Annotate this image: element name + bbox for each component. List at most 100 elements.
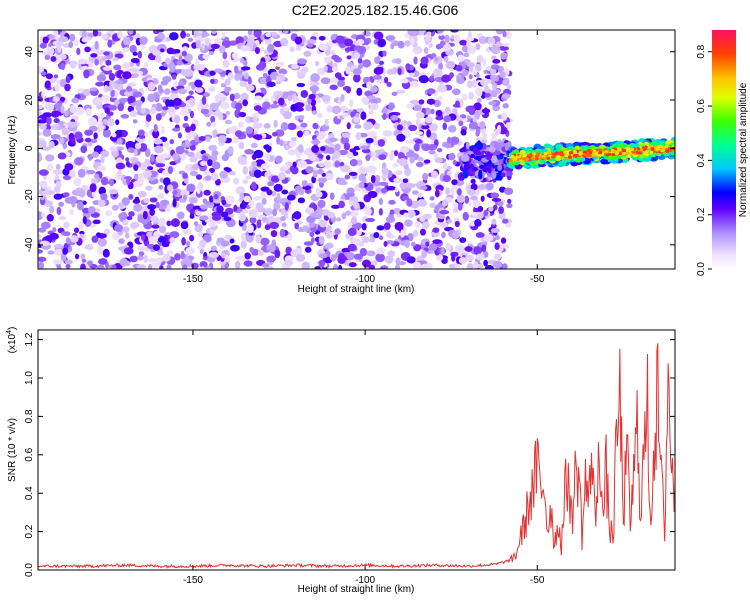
spectrogram-cell [497,159,504,165]
spectrogram-cell [129,44,137,54]
spectrogram-cell [103,51,110,56]
spectrogram-cell [294,222,299,230]
spectrogram-cell [301,261,310,269]
spectrogram-cell [310,212,320,218]
spectrogram-cell [134,173,140,181]
spectrogram-cell [254,95,263,101]
spectrogram-cell [82,88,91,96]
spectrogram-cell [119,97,129,103]
spectrogram-cell [501,93,511,100]
spectrogram-cell [88,153,93,161]
spectrogram-cell [542,156,547,160]
spectrogram-cell [464,195,470,204]
spectrogram-cell [290,63,300,69]
spectrogram-cell [369,102,379,111]
spectrogram-cell [301,180,308,187]
spectrogram-cell [222,51,228,60]
spectrogram-cell [573,153,578,158]
spectrogram-cell [406,182,416,189]
spectrogram-cell [458,257,467,265]
spectrogram-cell [454,100,460,108]
spectrogram-cell [251,160,257,168]
spectrogram-cell [448,125,457,133]
spectrogram-cell [294,185,303,192]
spectrogram-cell [484,85,490,93]
spectrogram-cell [495,234,500,241]
spectrogram-cell [122,62,131,70]
spectrogram-cell [225,195,235,205]
spectrogram-cell [195,210,202,216]
spectrogram-cell [169,231,180,239]
spectrogram-cell [267,43,275,53]
spectrogram-cell [223,216,232,221]
spectrogram-cell [359,247,368,257]
spectrogram-cell [376,225,385,231]
spectrogram-cell [500,52,508,60]
spectrogram-cell [324,118,329,127]
spectrogram-cell [174,114,181,124]
spectrogram-cell [414,131,424,136]
spectrogram-cell [273,201,281,211]
spectrogram-cell [413,56,418,65]
spectrogram-cell [378,154,387,161]
spectrogram-cell [366,81,373,89]
spectrogram-cell [404,219,413,227]
spectrogram-cell [414,139,423,144]
spectrogram-cell [331,105,342,115]
spectrogram-cell [38,256,47,262]
spectrogram-cell [429,75,435,82]
spectrogram-cell [312,122,318,130]
spectrogram-cell [184,68,194,78]
spectrogram-cell [346,122,351,130]
spectrogram-cell [644,150,649,154]
spectrogram-cell [436,147,443,153]
spectrogram-cell [323,160,332,169]
spectrogram-cell [488,101,497,106]
spectrogram-cell [55,180,62,189]
spectrogram-cell [199,204,209,210]
spectrogram-cell [202,53,210,59]
spectrogram-cell [340,136,350,145]
spectrogram-cell [439,221,449,229]
spectrogram-cell [171,218,180,228]
spectrogram-cell [472,200,481,209]
spectrogram-cell [174,253,181,261]
spectrogram-cell [244,252,251,260]
spectrogram-cell [396,133,406,142]
spectrogram-cell [297,197,306,204]
spectrogram-cell [378,208,383,216]
spectrogram-cell [298,115,305,121]
spectrogram-cell [275,61,285,68]
spectrogram-cell [297,159,307,168]
spectrogram-cell [410,241,416,247]
spectrogram-cell [435,109,443,117]
spectrogram-cell [102,118,108,125]
spectrogram-cell [491,218,497,225]
spectrogram-cell [253,105,262,112]
spectrogram-cell [277,97,285,106]
spectrogram-cell [440,246,445,256]
spectrogram-cell [501,112,508,121]
spectrogram-cell [474,63,482,72]
spectrogram-cell [100,95,111,104]
spectrogram-cell [234,65,239,74]
spectrogram-cell [42,36,49,44]
spectrogram-cell [52,259,63,265]
spectrogram-cell [311,110,318,115]
spectrogram-cell [305,104,312,112]
spectrogram-cell [239,57,245,64]
spectrogram-cell [312,87,317,96]
spectrogram-cell [144,148,151,158]
spectrogram-cell [390,114,399,121]
spectrogram-cell [456,76,465,85]
spectrogram-cell [80,263,86,269]
spectrogram-cell [40,180,48,190]
spectrogram-cell [442,174,451,183]
spectrogram-cell [494,242,500,250]
spectrogram-cell [360,145,370,150]
spectrogram-cell [510,155,515,159]
spectrogram-cell [360,111,367,120]
spectrogram-cell [280,122,289,131]
spectrogram-cell [371,156,377,161]
spectrogram-cell [519,149,526,155]
